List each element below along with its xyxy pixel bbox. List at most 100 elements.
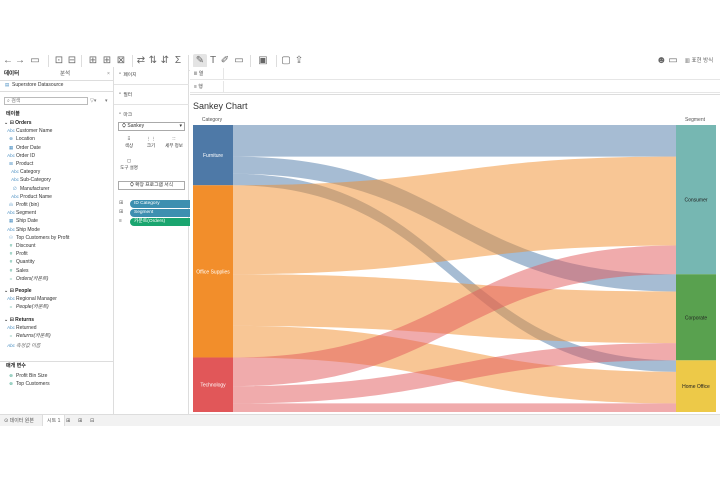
sort-asc-icon[interactable]: ⇅ (148, 55, 158, 66)
color-button[interactable]: ⠿ 색상 (120, 135, 138, 149)
save-icon[interactable]: ▭ (30, 55, 40, 66)
table-group[interactable]: ⌄ ⊟ Orders (4, 119, 32, 127)
field-type-icon: = (9, 275, 13, 281)
sankey-link-technology-corporate[interactable] (233, 343, 676, 404)
field-type-icon: = (9, 333, 13, 338)
cards-pane: ⌃ 페이지 ⌃ 필터 ⌃ 마크 ⛭ Sankey ▾ ⠿ 색상 ⋮⋮ 크기 ∷ 세부 정… (114, 67, 199, 414)
field-label: Top Customers by Profit (16, 234, 70, 241)
format-extension-button[interactable]: ⛭ 확장 프로그램 서식 (118, 181, 185, 190)
table-group[interactable]: ⌄ ⊟ People (4, 287, 32, 295)
fit-icon[interactable]: ▭ (234, 55, 244, 66)
field-item[interactable]: AbcCategory (10, 168, 40, 176)
mark-type-value: Sankey (127, 123, 145, 129)
field-item[interactable]: = People(카운트) (6, 303, 49, 311)
collapse-icon[interactable]: × (107, 71, 110, 77)
present-icon[interactable]: ▣ (258, 55, 268, 66)
field-item[interactable]: ⊞ Product (6, 160, 33, 168)
user-icon[interactable]: ☻ (656, 55, 667, 66)
duplicate-sheet-icon[interactable]: ⊞ (102, 55, 112, 66)
field-type-icon: Abc (7, 128, 15, 134)
new-dashboard-icon[interactable]: ⊞ (78, 418, 83, 424)
field-item[interactable]: AbcSub-Category (10, 176, 51, 184)
columns-shelf[interactable]: iii 열 (190, 68, 720, 80)
highlight-icon[interactable]: ✎ (193, 54, 207, 68)
field-item[interactable]: = Returns(카운트) (6, 332, 51, 340)
field-type-icon: Abc (7, 152, 15, 158)
undo-icon[interactable]: ← (3, 55, 13, 66)
sankey-node-corporate[interactable] (676, 274, 716, 361)
sort-desc-icon[interactable]: ⇵ (160, 55, 170, 66)
field-item[interactable]: ⚇ Top Customers by Profit (6, 234, 69, 242)
sankey-link-technology-home-office[interactable] (233, 403, 676, 412)
worksheet-view: Sankey Chart Category Segment Furniture O… (190, 94, 720, 414)
field-item[interactable]: AbcShip Mode (6, 226, 40, 234)
totals-icon[interactable]: Σ (174, 55, 182, 66)
sankey-node-technology[interactable] (193, 357, 233, 412)
field-item[interactable]: # Quantity (6, 258, 35, 266)
sankey-link-furniture-consumer[interactable] (233, 125, 676, 157)
sheet-tab[interactable]: 시트 1 (42, 415, 66, 427)
search-input[interactable]: ⌕ 검색 (4, 97, 88, 105)
field-item[interactable]: ▦ Ship Date (6, 217, 38, 225)
sankey-node-label: Corporate (685, 315, 707, 321)
tab-data[interactable]: 데이터 (4, 71, 20, 77)
param-item[interactable]: ⊕ Top Customers (6, 380, 50, 388)
sankey-node-office-supplies[interactable] (193, 185, 233, 358)
sankey-link-technology-consumer[interactable] (233, 245, 676, 387)
field-item[interactable]: AbcRegional Manager (6, 295, 57, 303)
detail-button[interactable]: ∷ 세부 정보 (165, 136, 183, 148)
datasource-item[interactable]: ▤ Superstore Datasource (2, 81, 64, 89)
pages-card-header: ⌃ 페이지 (118, 73, 137, 78)
pause-updates-icon[interactable]: ⊟ (67, 55, 77, 66)
filter-icon[interactable]: ▽▾ (90, 98, 97, 104)
field-item[interactable]: AbcCustomer Name (6, 127, 52, 135)
sankey-node-consumer[interactable] (676, 125, 716, 275)
field-item[interactable]: ⊕ Location (6, 135, 35, 143)
field-item[interactable]: ∅ Manufacturer (10, 185, 49, 193)
sankey-link-furniture-home-office[interactable] (233, 173, 676, 372)
pill-segment[interactable]: Segment (130, 209, 199, 217)
sankey-node-furniture[interactable] (193, 125, 233, 186)
pill-count-orders[interactable]: 카운트(Orders) (130, 218, 199, 226)
sankey-node-home-office[interactable] (676, 360, 716, 412)
new-worksheet-icon[interactable]: ⊞ (88, 55, 98, 66)
rows-shelf-label: ≡ 행 (190, 81, 224, 93)
field-item[interactable]: # Sales (6, 267, 29, 275)
comment-icon[interactable]: ▢ (281, 55, 291, 66)
tooltip-button[interactable]: ▢ 도구 설명 (118, 157, 140, 171)
show-me-button[interactable]: ▥ 표현 방식 (681, 54, 717, 68)
redo-icon[interactable]: → (15, 55, 25, 66)
tooltip-icon[interactable]: T (209, 55, 217, 66)
field-item[interactable]: ▦ Order Date (6, 144, 41, 152)
tab-analysis[interactable]: 분석 (60, 71, 71, 77)
menu-chevron-icon[interactable]: ▾ (105, 98, 108, 104)
new-sheet-icon[interactable]: ⊞ (66, 418, 71, 424)
field-item[interactable]: = Orders(카운트) (6, 275, 49, 283)
new-datasource-icon[interactable]: ⊡ (54, 55, 64, 66)
field-item[interactable]: # Discount (6, 242, 36, 250)
clear-sheet-icon[interactable]: ⊠ (116, 55, 126, 66)
field-item[interactable]: AbcSegment (6, 209, 36, 217)
pin-icon[interactable]: ✐ (220, 55, 230, 66)
new-story-icon[interactable]: ⊟ (90, 418, 95, 424)
param-item[interactable]: ⊕ Profit Bin Size (6, 372, 47, 380)
field-item[interactable]: AbcReturned (6, 324, 36, 332)
field-item[interactable]: ılı Profit (bin) (6, 201, 39, 209)
device-icon[interactable]: ▭ (668, 55, 678, 66)
sankey-link-office-supplies-consumer[interactable] (233, 156, 676, 275)
pill-icon: ⊞ (119, 209, 124, 215)
mark-type-select[interactable]: ⛭ Sankey ▾ (118, 122, 185, 131)
measure-names-item[interactable]: Abc측정값 이름 (6, 342, 40, 350)
right-axis-label: Segment (685, 117, 706, 123)
field-label: Customer Name (16, 128, 53, 135)
field-item[interactable]: AbcProduct Name (10, 193, 52, 201)
field-item[interactable]: AbcOrder ID (6, 152, 35, 160)
pill-id-category[interactable]: ID Category (130, 200, 199, 208)
datasource-tab[interactable]: ⊙ 데이터 원본 (4, 418, 34, 424)
size-button[interactable]: ⋮⋮ 크기 (142, 135, 160, 149)
swap-icon[interactable]: ⇄ (136, 55, 146, 66)
share-icon[interactable]: ⇪ (294, 55, 304, 66)
rows-shelf[interactable]: ≡ 행 (190, 81, 720, 93)
table-group[interactable]: ⌄ ⊟ Returns (4, 316, 34, 324)
field-item[interactable]: # Profit (6, 250, 28, 258)
